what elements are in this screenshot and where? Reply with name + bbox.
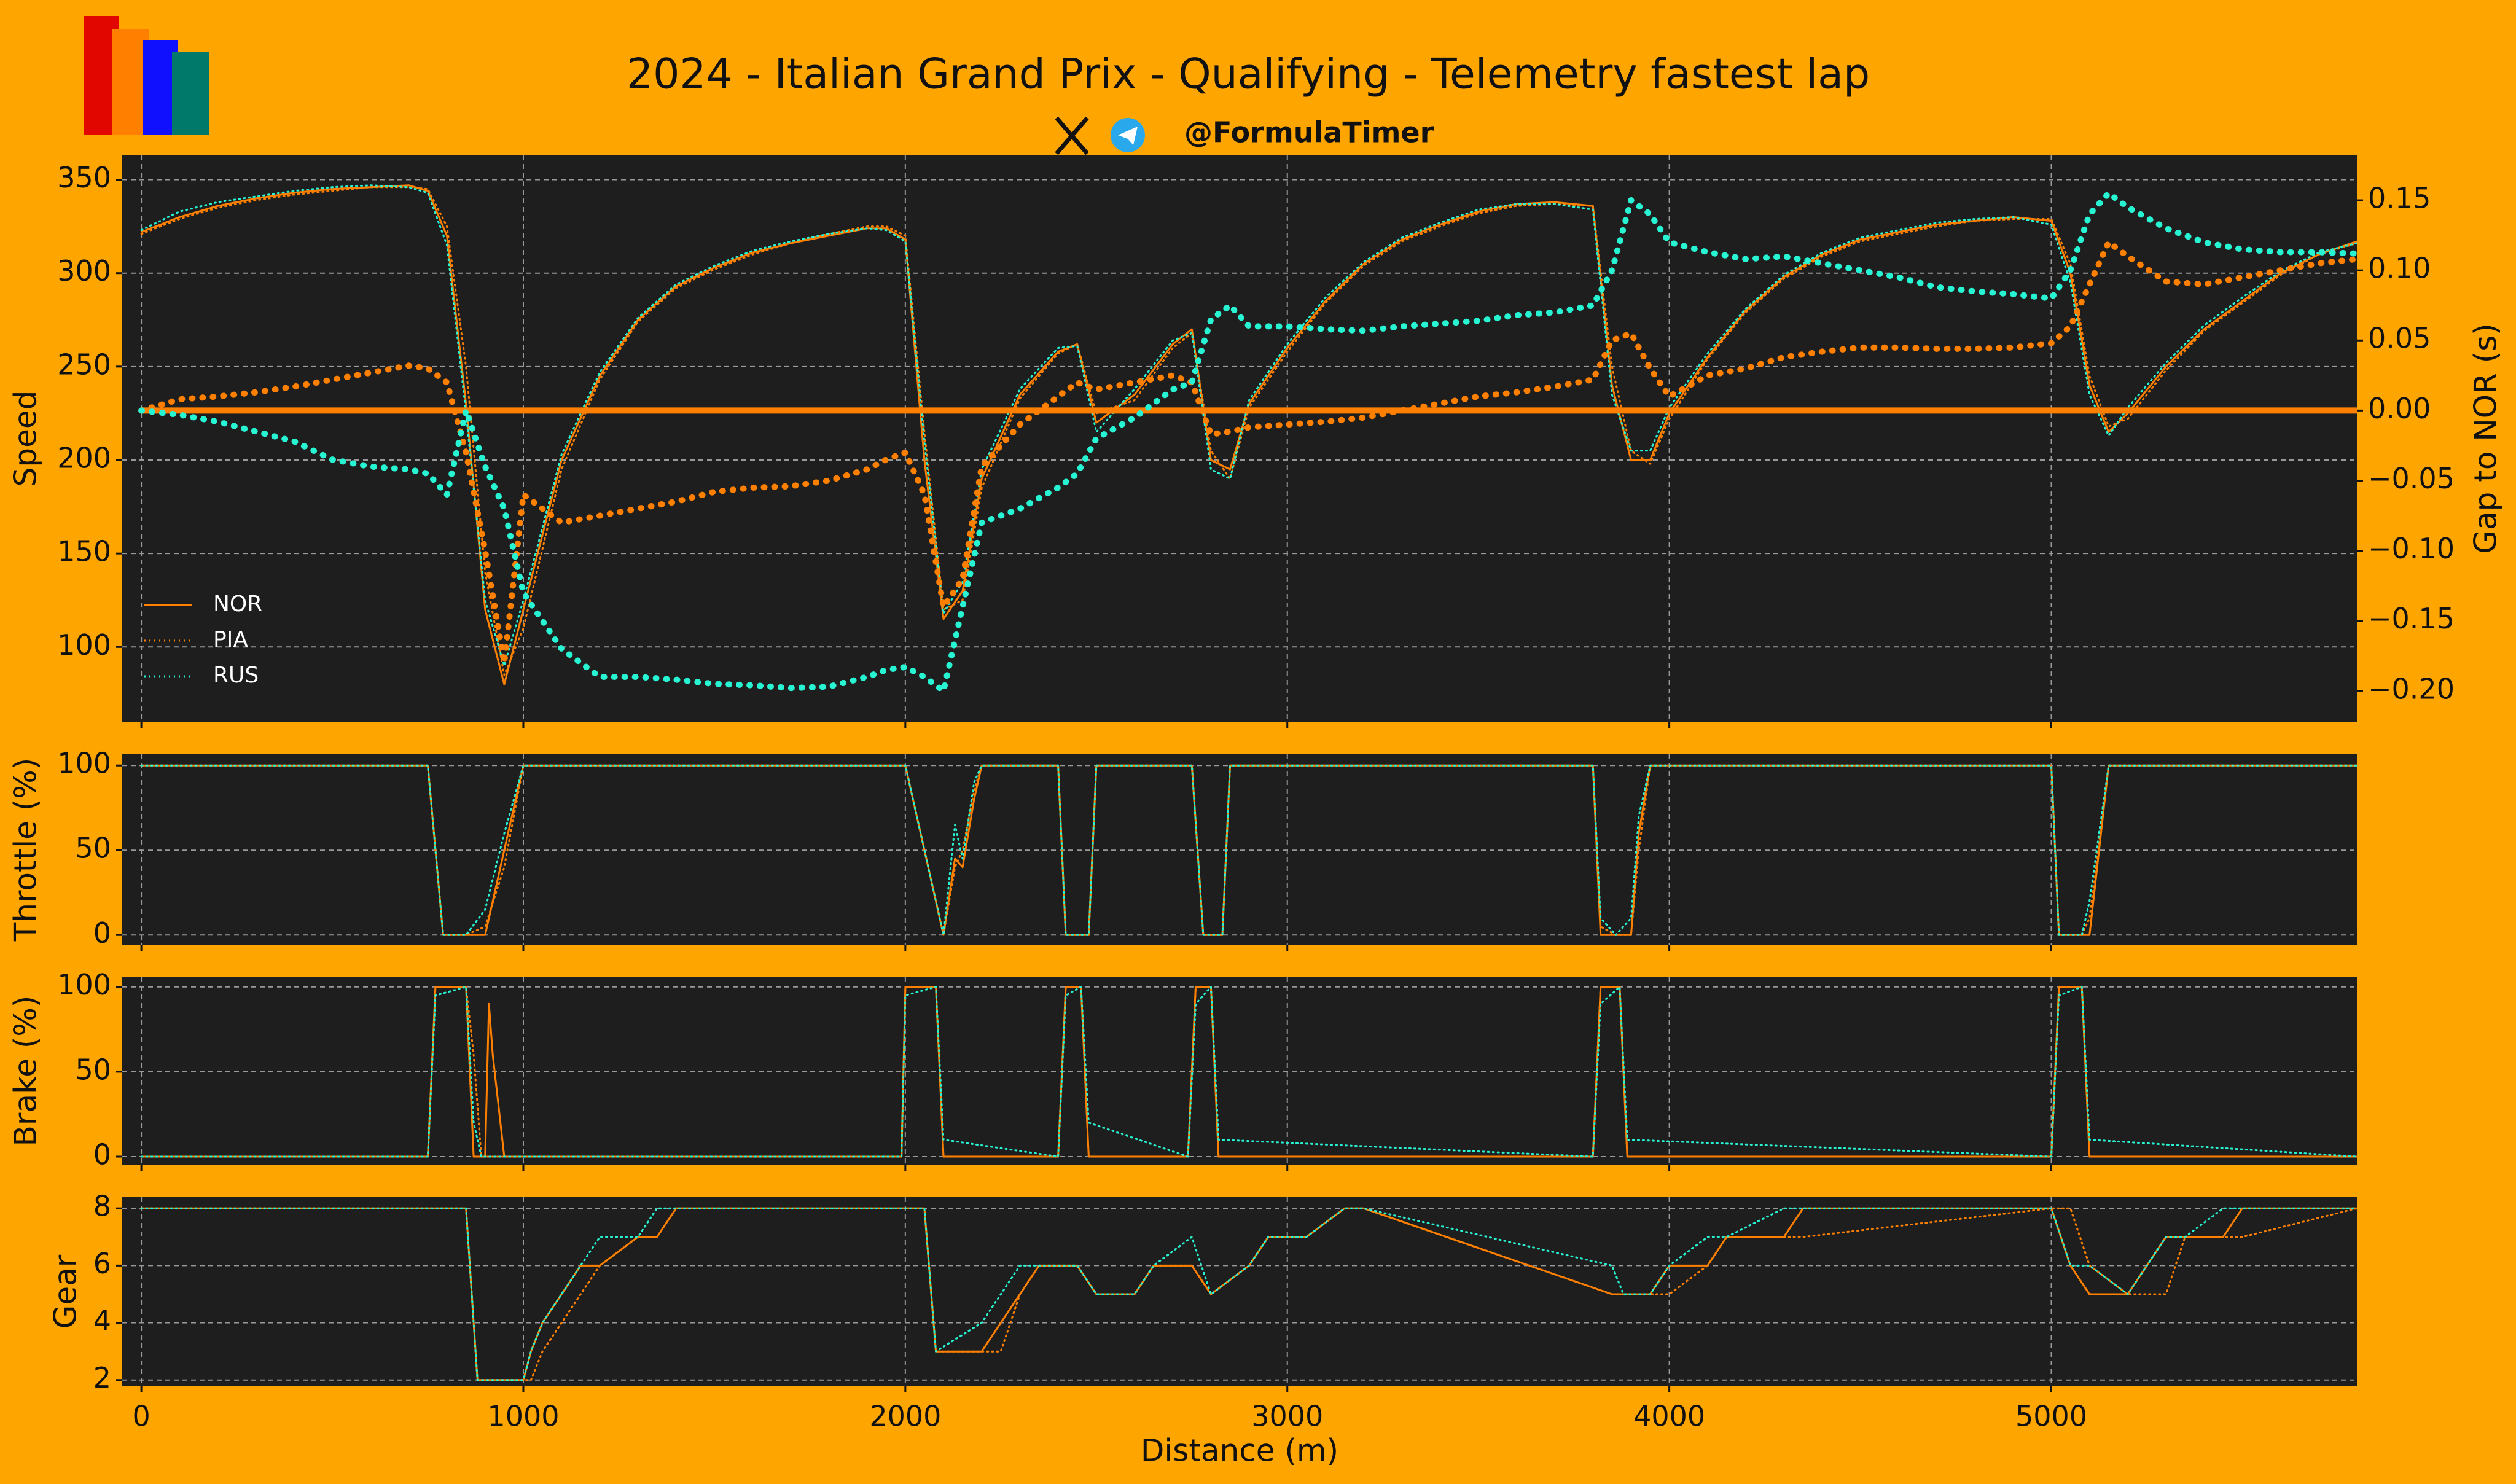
legend-label: NOR — [213, 592, 262, 617]
y-tick-label: 50 — [75, 1053, 111, 1086]
telegram-plane — [1118, 127, 1138, 145]
y-tick-label: 8 — [93, 1190, 111, 1223]
logo-bar — [172, 52, 209, 135]
y2-tick-label: 0.00 — [2368, 392, 2431, 425]
x-tick-label: 5000 — [2015, 1400, 2087, 1433]
x-tick-label: 4000 — [1633, 1400, 1705, 1433]
y2-axis-label: Gap to NOR (s) — [2468, 323, 2504, 554]
chart-title: 2024 - Italian Grand Prix - Qualifying -… — [627, 50, 1870, 99]
y-tick-label: 50 — [75, 832, 111, 865]
legend-label: RUS — [213, 663, 259, 688]
y-tick-label: 150 — [57, 535, 111, 568]
series-line — [140, 1207, 2357, 1381]
panel: 100 150 200 250 300 350 −0.20 −0.15 −0.10 −0.05 0.… — [8, 155, 2504, 728]
y2-tick-label: 0.15 — [2368, 182, 2431, 215]
y-tick-label: 250 — [57, 348, 111, 381]
y2-tick-label: −0.20 — [2368, 672, 2455, 705]
x-axis-label: Distance (m) — [1141, 1433, 1338, 1469]
y-tick-label: 300 — [57, 254, 111, 287]
x-icon[interactable] — [1055, 116, 1089, 155]
y-axis-label: Speed — [8, 391, 44, 487]
gap-line — [138, 239, 2357, 666]
y2-tick-label: −0.15 — [2368, 602, 2455, 635]
panel: 0 50 100 Brake (%) — [8, 968, 2357, 1171]
plot-area — [122, 754, 2357, 945]
series-line — [140, 764, 2357, 936]
plot-area — [122, 1197, 2357, 1386]
legend-label: PIA — [213, 627, 248, 652]
y-tick-label: 350 — [57, 161, 111, 194]
y-tick-label: 6 — [93, 1247, 111, 1280]
y-tick-label: 100 — [57, 747, 111, 780]
logo — [84, 16, 209, 135]
y2-tick-label: 0.05 — [2368, 322, 2431, 355]
y-axis-label: Gear — [48, 1254, 84, 1329]
y2-tick-label: −0.05 — [2368, 462, 2455, 495]
plot-area — [122, 977, 2357, 1165]
x-tick-label: 3000 — [1251, 1400, 1323, 1433]
series-line — [140, 986, 2357, 1158]
panel: 0 50 100 Throttle (%) — [8, 747, 2357, 951]
y-tick-label: 0 — [93, 1138, 111, 1171]
x-tick-label: 1000 — [487, 1400, 559, 1433]
y-axis-label: Throttle (%) — [8, 758, 44, 942]
series-line — [140, 1207, 2357, 1381]
y-axis-label: Brake (%) — [8, 996, 44, 1147]
y-tick-label: 4 — [93, 1304, 111, 1337]
x-logo[interactable] — [1055, 116, 1089, 155]
x-tick-label: 2000 — [869, 1400, 941, 1433]
y2-tick-label: 0.10 — [2368, 252, 2431, 285]
y-tick-label: 200 — [57, 441, 111, 474]
legend: NOR PIA RUS — [144, 592, 262, 688]
series-line — [140, 986, 2357, 1158]
y-tick-label: 100 — [57, 968, 111, 1001]
y-tick-label: 0 — [93, 916, 111, 950]
y-tick-label: 100 — [57, 628, 111, 662]
x-tick-label: 0 — [132, 1400, 150, 1433]
handle[interactable]: @FormulaTimer — [1184, 116, 1434, 149]
gap-line — [138, 190, 2357, 694]
y-tick-label: 2 — [93, 1361, 111, 1394]
y2-tick-label: −0.10 — [2368, 532, 2455, 565]
telegram-icon[interactable] — [1111, 118, 1145, 152]
panel: 0 1000 2000 3000 4000 5000 2 4 6 8 Gear Distance (m… — [48, 1190, 2357, 1469]
